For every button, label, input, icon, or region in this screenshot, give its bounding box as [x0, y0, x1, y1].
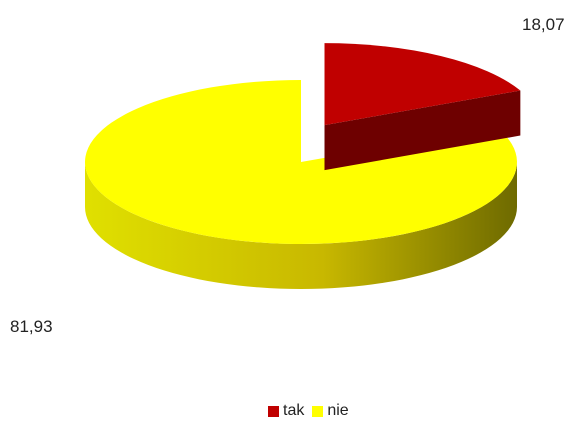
- legend-swatch-tak: [268, 405, 279, 417]
- legend-item-nie: nie: [312, 402, 349, 420]
- slice-tak: [324, 43, 521, 126]
- slice-cut-face-tak: [324, 90, 521, 171]
- legend-swatch-nie: [312, 405, 324, 417]
- legend: tak nie: [268, 402, 357, 420]
- slice-value-label-nie: 81,93: [10, 317, 53, 336]
- slice-nie: [84, 80, 517, 244]
- legend-label-tak: tak: [283, 402, 305, 419]
- legend-item-tak: tak: [268, 402, 304, 420]
- legend-label-nie: nie: [327, 402, 349, 419]
- slice-side-nie: [85, 162, 517, 289]
- slice-value-label-tak: 18,07: [522, 15, 565, 34]
